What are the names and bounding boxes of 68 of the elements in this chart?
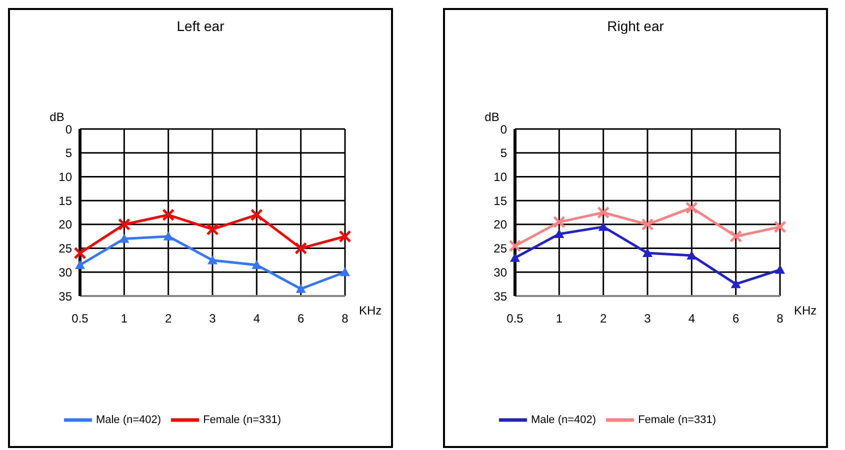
y-axis-title: dB	[50, 110, 64, 124]
legend-label: Female (n=331)	[638, 414, 716, 426]
y-axis-title: dB	[484, 110, 500, 124]
point	[206, 222, 219, 236]
legend-label: Male (n=402)	[96, 414, 162, 426]
x-tick-label: 1	[556, 312, 563, 326]
point	[552, 216, 566, 228]
point	[250, 208, 263, 222]
point	[774, 220, 786, 234]
y-tick-label: 35	[494, 289, 508, 304]
point	[510, 252, 520, 262]
point	[74, 246, 86, 260]
legend-label: Male (n=402)	[530, 414, 596, 426]
point	[554, 228, 564, 238]
point	[163, 231, 174, 240]
x-tick-label: 2	[600, 312, 607, 326]
point	[641, 218, 654, 231]
point	[597, 206, 610, 219]
x-tick-label: 8	[776, 312, 784, 326]
chart-title: Left ear	[176, 18, 226, 34]
x-tick-label: 1	[120, 312, 128, 326]
point	[686, 250, 697, 260]
x-tick-label: 0.5	[72, 312, 89, 326]
x-tick-label: 8	[342, 312, 349, 326]
y-tick-label: 30	[58, 265, 72, 280]
y-tick-label: 25	[494, 242, 508, 256]
legend-label: Female (n=331)	[203, 414, 282, 426]
x-tick-label: 6	[297, 312, 304, 326]
x-axis-title: KHz	[359, 303, 382, 318]
y-tick-label: 25	[58, 242, 72, 256]
point	[642, 248, 652, 258]
point	[296, 284, 306, 293]
point	[75, 260, 85, 269]
point	[598, 222, 608, 231]
point	[162, 208, 175, 222]
y-tick-label: 35	[58, 289, 72, 304]
point	[340, 267, 350, 276]
y-tick-label: 10	[58, 170, 72, 184]
y-tick-label: 15	[58, 194, 72, 208]
y-tick-label: 15	[494, 194, 508, 208]
x-tick-label: 6	[732, 312, 740, 326]
point	[119, 234, 130, 243]
point	[252, 260, 262, 269]
chart-title: Right ear	[606, 18, 665, 34]
y-tick-label: 10	[494, 170, 508, 184]
point	[338, 230, 352, 243]
y-tick-label: 0	[65, 122, 72, 136]
x-tick-label: 4	[688, 312, 696, 326]
point	[508, 240, 522, 252]
point	[730, 230, 742, 243]
point	[118, 218, 130, 231]
y-tick-label: 20	[494, 218, 508, 232]
x-tick-label: 0.5	[506, 312, 524, 326]
y-tick-label: 30	[494, 265, 508, 280]
y-tick-label: 5	[65, 146, 72, 160]
point	[775, 264, 785, 274]
x-tick-label: 3	[209, 312, 216, 326]
y-tick-label: 20	[58, 218, 72, 232]
x-tick-label: 2	[164, 312, 172, 326]
y-tick-label: 5	[500, 146, 508, 160]
x-tick-label: 3	[644, 312, 652, 326]
x-tick-label: 4	[253, 312, 260, 326]
point	[685, 201, 698, 214]
point	[730, 279, 741, 288]
x-axis-title: KHz	[794, 303, 817, 318]
y-tick-label: 0	[500, 122, 508, 136]
point	[208, 255, 218, 264]
point	[294, 242, 308, 255]
